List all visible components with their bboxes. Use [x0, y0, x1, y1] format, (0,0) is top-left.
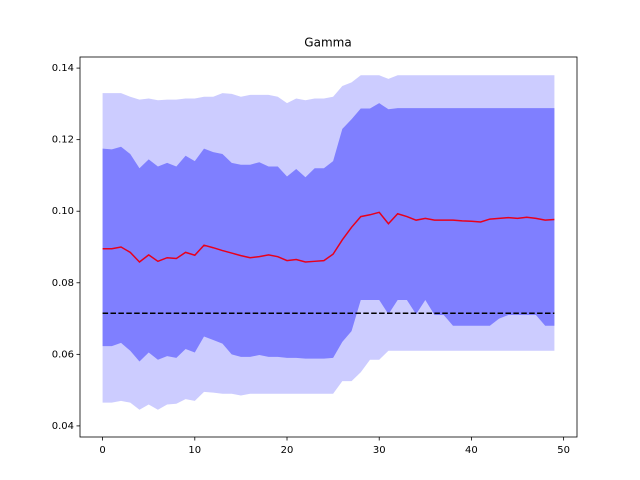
x-tick-label: 40 [465, 445, 478, 456]
plot-frame [79, 56, 578, 438]
x-tick-label: 0 [99, 445, 105, 456]
y-tick-label: 0.10 [52, 206, 74, 217]
y-tick-label: 0.12 [52, 135, 74, 146]
y-tick-label: 0.06 [52, 349, 74, 360]
chart-title: Gamma [304, 36, 351, 50]
y-tick-label: 0.14 [52, 63, 74, 74]
band [102, 103, 555, 362]
y-tick-label: 0.08 [52, 278, 74, 289]
x-tick-label: 30 [373, 445, 386, 456]
x-tick-label: 20 [281, 445, 294, 456]
x-tick-label: 10 [188, 445, 201, 456]
x-tick-label: 50 [557, 445, 570, 456]
y-tick-label: 0.04 [52, 421, 74, 432]
series-line [102, 211, 555, 264]
